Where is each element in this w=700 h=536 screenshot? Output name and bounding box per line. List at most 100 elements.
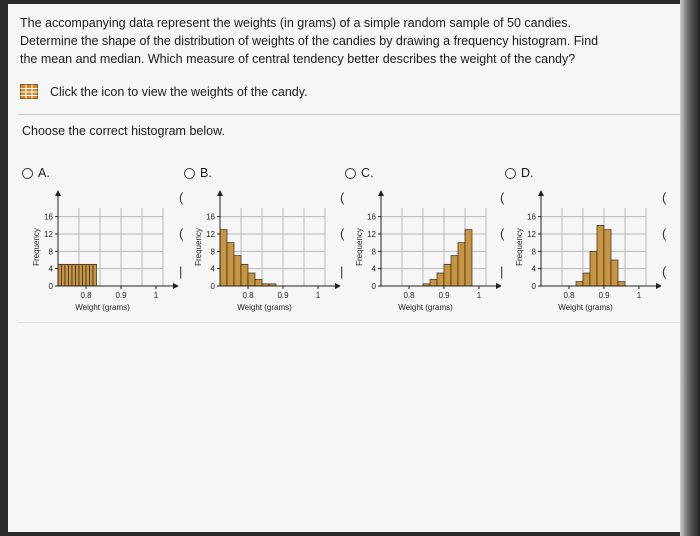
zoom-control[interactable]: | [340, 264, 344, 279]
histogram-bar [247, 272, 256, 287]
y-tick-label: 12 [527, 230, 536, 239]
zoom-control[interactable]: ( [340, 190, 345, 205]
x-axis-arrow [656, 283, 661, 289]
option-d-label[interactable]: D. [521, 166, 534, 180]
histogram-bar [610, 259, 619, 287]
x-axis-label: Weight (grams) [237, 303, 292, 312]
histogram-bar [457, 242, 466, 287]
histogram-bar [57, 263, 62, 287]
x-tick-label: 0.8 [563, 291, 575, 300]
histogram-bar [582, 272, 591, 287]
y-tick-label: 16 [527, 213, 536, 222]
y-tick-label: 8 [532, 247, 537, 256]
y-axis-arrow [217, 190, 223, 196]
zoom-control[interactable]: ( [662, 190, 667, 205]
zoom-control[interactable]: ( [340, 226, 345, 241]
option-d[interactable]: D. [505, 166, 534, 180]
radio-a[interactable] [22, 167, 33, 179]
histogram-bar [464, 229, 473, 287]
histogram-bar [64, 263, 69, 287]
y-axis-label: Frequency [32, 228, 41, 266]
question-line-1: The accompanying data represent the weig… [20, 16, 571, 30]
zoom-control[interactable]: ( [179, 190, 184, 205]
histogram-bar [71, 263, 76, 287]
x-tick-label: 0.9 [115, 291, 127, 300]
zoom-control[interactable]: ( [662, 226, 667, 241]
y-tick-label: 12 [206, 230, 215, 239]
zoom-control[interactable]: ( [662, 264, 667, 279]
histogram-bar [240, 263, 249, 287]
zoom-control[interactable]: ( [500, 190, 505, 205]
histogram-bar [61, 263, 66, 287]
histogram-bar [575, 281, 584, 287]
prompt-text: Choose the correct histogram below. [22, 124, 225, 138]
option-c[interactable]: C. [345, 166, 374, 180]
histogram-bar [443, 263, 452, 287]
y-tick-label: 8 [211, 247, 216, 256]
option-b-label[interactable]: B. [200, 166, 212, 180]
radio-d[interactable] [505, 167, 516, 179]
view-data-link-label[interactable]: Click the icon to view the weights of th… [50, 84, 308, 99]
histogram-bar [436, 272, 445, 287]
y-tick-label: 4 [532, 265, 537, 274]
x-tick-label: 0.9 [438, 291, 450, 300]
y-axis-label: Frequency [355, 228, 364, 266]
histogram-bar [429, 279, 438, 287]
y-tick-label: 8 [49, 247, 54, 256]
y-tick-label: 8 [372, 247, 377, 256]
histogram-bar [68, 263, 73, 287]
histogram-bar [78, 263, 83, 287]
table-grid-icon[interactable] [20, 84, 38, 99]
x-axis-arrow [496, 283, 501, 289]
option-c-label[interactable]: C. [361, 166, 374, 180]
histogram-bar [219, 229, 228, 287]
y-tick-label: 0 [49, 282, 54, 291]
y-tick-label: 0 [532, 282, 537, 291]
histogram-a: 0 4 8 12 16 0.8 0.9 1 Weight (grams) Frequency [32, 190, 178, 312]
y-tick-label: 16 [44, 213, 53, 222]
question-line-2: Determine the shape of the distribution … [20, 34, 599, 48]
histogram-bar [82, 263, 87, 287]
histogram-b: 0 4 8 12 16 0.8 0.9 1 Weight (grams) Frequency [194, 190, 340, 312]
y-axis-arrow [55, 190, 61, 196]
option-b[interactable]: B. [184, 166, 212, 180]
x-tick-label: 1 [477, 291, 482, 300]
y-tick-label: 4 [211, 265, 216, 274]
histogram-bar [92, 263, 97, 287]
question-panel: The accompanying data represent the weig… [8, 4, 682, 532]
histogram-c: 0 4 8 12 16 0.8 0.9 1 Weight (grams) Frequency [355, 190, 501, 312]
y-axis-label: Frequency [194, 228, 203, 266]
histogram-bar [589, 250, 598, 287]
y-axis-label: Frequency [515, 228, 524, 266]
histogram-bar [233, 255, 242, 287]
zoom-control[interactable]: ( [500, 226, 505, 241]
zoom-control[interactable]: | [179, 264, 183, 279]
histogram-bar [254, 279, 263, 287]
y-tick-label: 12 [367, 230, 376, 239]
screen-edge [680, 0, 700, 536]
option-a-label[interactable]: A. [38, 166, 50, 180]
y-tick-label: 4 [372, 265, 377, 274]
option-a[interactable]: A. [22, 166, 50, 180]
zoom-control[interactable]: ( [179, 226, 184, 241]
y-tick-label: 0 [211, 282, 216, 291]
histogram-bar [617, 281, 626, 287]
y-tick-label: 4 [49, 265, 54, 274]
zoom-control[interactable]: | [500, 264, 504, 279]
radio-c[interactable] [345, 167, 356, 179]
y-axis-arrow [538, 190, 544, 196]
x-axis-arrow [335, 283, 340, 289]
lower-divider [18, 322, 682, 323]
x-tick-label: 1 [637, 291, 642, 300]
question-line-3: the mean and median. Which measure of ce… [20, 52, 576, 66]
histogram-bar [75, 263, 80, 287]
view-data-link[interactable]: Click the icon to view the weights of th… [20, 84, 308, 99]
x-tick-label: 0.8 [403, 291, 415, 300]
x-tick-label: 0.8 [80, 291, 92, 300]
section-divider [18, 114, 682, 115]
x-tick-label: 1 [154, 291, 159, 300]
radio-b[interactable] [184, 167, 195, 179]
y-tick-label: 16 [367, 213, 376, 222]
x-axis-label: Weight (grams) [398, 303, 453, 312]
histogram-d: 0 4 8 12 16 0.8 0.9 1 Weight (grams) Frequency [515, 190, 661, 312]
